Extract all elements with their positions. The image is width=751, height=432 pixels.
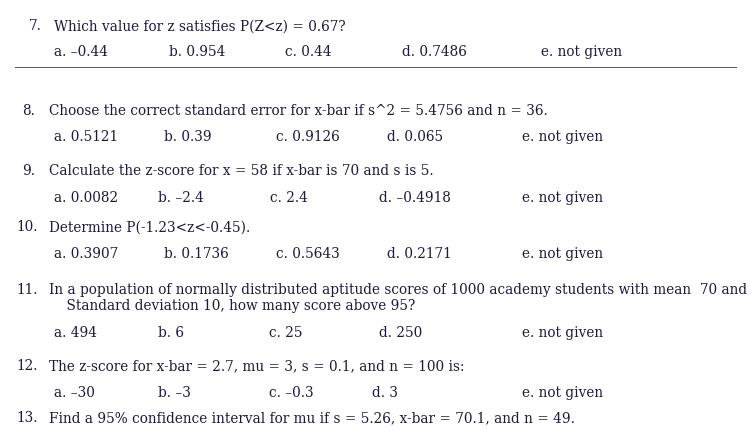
Text: c. 2.4: c. 2.4	[270, 191, 308, 205]
Text: 7.: 7.	[29, 19, 41, 33]
Text: Which value for z satisfies P(Z<z) = 0.67?: Which value for z satisfies P(Z<z) = 0.6…	[54, 19, 345, 33]
Text: d. 0.065: d. 0.065	[387, 130, 443, 144]
Text: a. –30: a. –30	[54, 386, 95, 400]
Text: a. 494: a. 494	[54, 326, 97, 340]
Text: a. 0.5121: a. 0.5121	[54, 130, 118, 144]
Text: d. 0.2171: d. 0.2171	[387, 247, 451, 261]
Text: e. not given: e. not given	[522, 386, 603, 400]
Text: Determine P(-1.23<z<-0.45).: Determine P(-1.23<z<-0.45).	[49, 220, 250, 234]
Text: 12.: 12.	[17, 359, 38, 373]
Text: 11.: 11.	[17, 283, 38, 297]
Text: Calculate the z-score for x = 58 if x-bar is 70 and s is 5.: Calculate the z-score for x = 58 if x-ba…	[49, 164, 433, 178]
Text: a. –0.44: a. –0.44	[54, 45, 108, 59]
Text: 9.: 9.	[23, 164, 35, 178]
Text: c. 0.9126: c. 0.9126	[276, 130, 340, 144]
Text: b. 6: b. 6	[158, 326, 184, 340]
Text: b. 0.954: b. 0.954	[169, 45, 225, 59]
Text: e. not given: e. not given	[541, 45, 622, 59]
Text: In a population of normally distributed aptitude scores of 1000 academy students: In a population of normally distributed …	[49, 283, 747, 313]
Text: b. –3: b. –3	[158, 386, 191, 400]
Text: 8.: 8.	[23, 104, 35, 118]
Text: Find a 95% confidence interval for mu if s = 5.26, x-bar = 70.1, and n = 49.: Find a 95% confidence interval for mu if…	[49, 411, 575, 425]
Text: d. 0.7486: d. 0.7486	[402, 45, 466, 59]
Text: d. 250: d. 250	[379, 326, 423, 340]
Text: 13.: 13.	[17, 411, 38, 425]
Text: a. 0.3907: a. 0.3907	[54, 247, 119, 261]
Text: e. not given: e. not given	[522, 130, 603, 144]
Text: Choose the correct standard error for x-bar if s^2 = 5.4756 and n = 36.: Choose the correct standard error for x-…	[49, 104, 547, 118]
Text: 10.: 10.	[17, 220, 38, 234]
Text: e. not given: e. not given	[522, 326, 603, 340]
Text: b. –2.4: b. –2.4	[158, 191, 204, 205]
Text: d. 3: d. 3	[372, 386, 398, 400]
Text: c. 25: c. 25	[269, 326, 303, 340]
Text: The z-score for x-bar = 2.7, mu = 3, s = 0.1, and n = 100 is:: The z-score for x-bar = 2.7, mu = 3, s =…	[49, 359, 464, 373]
Text: a. 0.0082: a. 0.0082	[54, 191, 118, 205]
Text: c. –0.3: c. –0.3	[269, 386, 313, 400]
Text: d. –0.4918: d. –0.4918	[379, 191, 451, 205]
Text: c. 0.5643: c. 0.5643	[276, 247, 340, 261]
Text: b. 0.1736: b. 0.1736	[164, 247, 228, 261]
Text: e. not given: e. not given	[522, 247, 603, 261]
Text: e. not given: e. not given	[522, 191, 603, 205]
Text: b. 0.39: b. 0.39	[164, 130, 211, 144]
Text: c. 0.44: c. 0.44	[285, 45, 332, 59]
